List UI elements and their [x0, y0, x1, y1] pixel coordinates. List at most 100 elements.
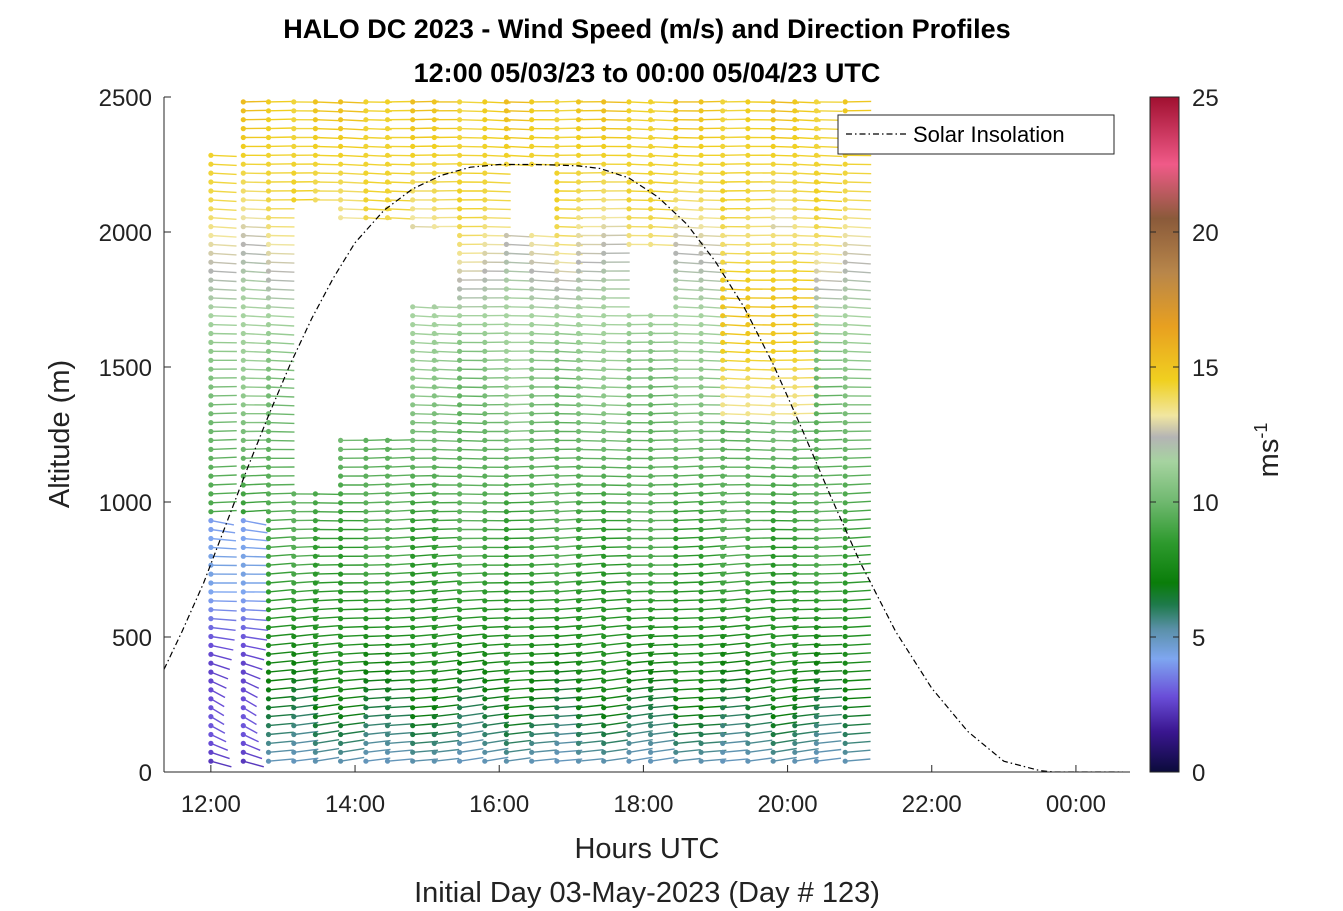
wind-barb-shaft: [484, 190, 511, 193]
wind-barb-point: [503, 241, 509, 247]
wind-barb-shaft: [268, 386, 295, 389]
wind-barb-point: [792, 571, 798, 577]
wind-barb-point: [792, 598, 798, 604]
wind-barb-point: [529, 241, 535, 247]
wind-barb-point: [384, 544, 391, 551]
wind-barb-point: [529, 455, 535, 461]
wind-barb-point: [601, 143, 607, 149]
wind-barb-shaft: [845, 589, 871, 593]
wind-barb-shaft: [268, 118, 295, 121]
wind-barb-point: [503, 250, 509, 256]
wind-barb-point: [813, 455, 820, 461]
wind-barb-point: [720, 714, 726, 720]
wind-barb-shaft: [315, 756, 340, 762]
wind-barb-point: [601, 526, 607, 533]
wind-barb-point: [770, 215, 776, 221]
wind-barb-point: [554, 518, 560, 524]
wind-barb-point: [554, 143, 560, 149]
wind-barb-shaft: [210, 279, 237, 283]
wind-barb-point: [601, 250, 607, 256]
wind-barb-shaft: [340, 686, 366, 691]
wind-barb-point: [673, 473, 679, 479]
wind-barb-point: [240, 607, 246, 613]
wind-barb-point: [792, 286, 798, 292]
wind-barb-shaft: [293, 659, 319, 664]
wind-barb-shaft: [210, 172, 237, 176]
wind-barb-point: [363, 678, 369, 684]
wind-barb-shaft: [434, 722, 460, 727]
wind-barb-shaft: [816, 190, 843, 194]
wind-barb-point: [503, 723, 509, 729]
wind-barb-shaft: [210, 519, 235, 526]
wind-barb-shaft: [603, 368, 630, 371]
wind-barb-point: [698, 437, 704, 443]
wind-barb-point: [813, 188, 820, 194]
wind-barb-shaft: [531, 740, 557, 745]
wind-barb-shaft: [531, 297, 558, 301]
wind-barb-point: [338, 188, 344, 194]
wind-barb-point: [626, 687, 632, 693]
wind-barb-point: [503, 580, 509, 586]
wind-barb-point: [720, 161, 726, 167]
wind-barb-point: [240, 589, 246, 595]
wind-barb-point: [648, 232, 654, 239]
wind-barb-shaft: [675, 599, 702, 602]
wind-barb-point: [240, 437, 246, 443]
wind-barb-shaft: [816, 110, 843, 112]
wind-barb-shaft: [243, 546, 269, 550]
wind-barb-point: [554, 464, 560, 470]
wind-barb-point: [265, 117, 272, 123]
wind-barb-point: [698, 598, 704, 604]
wind-barb-point: [792, 678, 798, 684]
wind-barb-point: [240, 268, 246, 274]
wind-barb-shaft: [845, 758, 871, 762]
wind-barb-point: [240, 134, 246, 141]
wind-barb-shaft: [578, 386, 605, 389]
wind-barb-point: [673, 464, 679, 470]
wind-barb-point: [363, 117, 369, 123]
wind-barb-shaft: [675, 731, 702, 736]
wind-barb-shaft: [722, 109, 749, 112]
wind-barb-point: [792, 500, 798, 506]
wind-barb-point: [208, 277, 214, 283]
wind-barb-point: [431, 304, 437, 310]
wind-barb-point: [208, 322, 214, 328]
wind-barb-point: [770, 241, 776, 247]
colorbar-tick-label: 15: [1192, 355, 1219, 382]
wind-barb-point: [648, 696, 654, 702]
wind-barb-point: [265, 304, 272, 310]
wind-barb-point: [338, 455, 344, 461]
wind-barb-point: [842, 624, 848, 631]
wind-barb-point: [529, 286, 535, 292]
wind-barb-shaft: [506, 127, 533, 131]
wind-barb-shaft: [675, 243, 702, 247]
wind-barb-point: [384, 518, 391, 524]
wind-barb-point: [698, 562, 704, 568]
wind-barb-point: [240, 313, 246, 319]
wind-barb-point: [842, 313, 848, 319]
wind-barb-point: [720, 348, 726, 354]
wind-barb-point: [770, 731, 776, 738]
wind-barb-point: [792, 268, 798, 274]
wind-barb-point: [457, 152, 463, 158]
wind-barb-point: [529, 616, 535, 622]
wind-barb-point: [575, 758, 582, 764]
wind-barb-point: [312, 188, 318, 194]
wind-barb-point: [482, 589, 488, 595]
wind-barb-point: [813, 535, 820, 542]
wind-barb-shaft: [268, 368, 295, 372]
wind-barb-shaft: [845, 500, 871, 504]
wind-barb-point: [648, 562, 654, 568]
wind-barb-shaft: [845, 243, 871, 247]
wind-barb-point: [503, 268, 509, 274]
wind-barb-shaft: [747, 404, 774, 407]
wind-barb-shaft: [268, 421, 295, 425]
wind-barb-point: [363, 740, 369, 747]
wind-barb-shaft: [387, 562, 414, 566]
wind-barb-point: [265, 571, 272, 577]
wind-barb-point: [770, 571, 776, 577]
wind-barb-point: [648, 117, 654, 123]
wind-barb-point: [240, 152, 246, 158]
wind-barb-shaft: [845, 661, 871, 664]
wind-barb-shaft: [387, 758, 413, 762]
